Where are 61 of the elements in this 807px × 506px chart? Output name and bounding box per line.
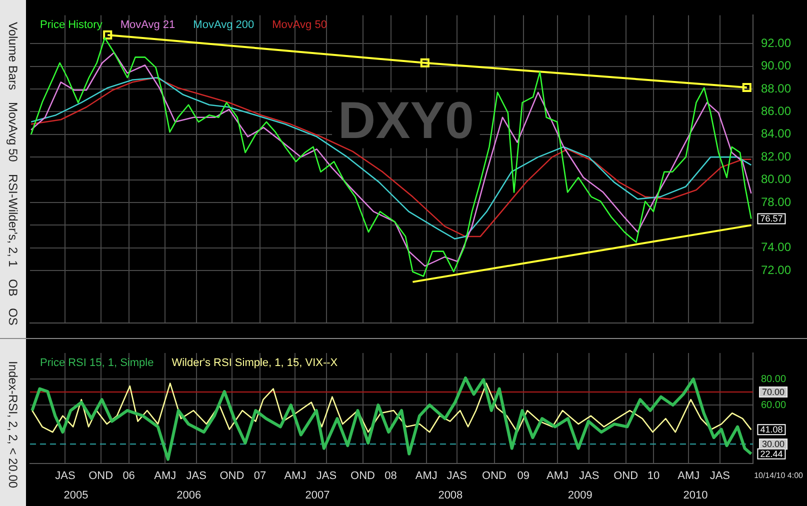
- x-tick-label: 10: [647, 470, 660, 482]
- text: DXY0: [338, 92, 474, 150]
- x2-tick-label: 2007: [305, 489, 330, 502]
- x-tick-label: AMJ: [284, 470, 306, 482]
- series-label: Price RSI 15, 1, Simple: [40, 357, 154, 370]
- x-tick-label: OND: [88, 470, 114, 482]
- y-tick-label: 82.00: [761, 149, 792, 164]
- y-tick-label: 92.00: [761, 36, 792, 50]
- x-tick-label: JAS: [316, 470, 337, 482]
- y-tick-label: 78.00: [761, 194, 792, 209]
- ref-line-label: 70.00: [762, 387, 785, 398]
- x2-tick-label: 2006: [176, 489, 202, 502]
- text: MovAvg 50: [6, 102, 20, 162]
- y-tick-label: 60.00: [761, 400, 786, 411]
- y-tick-label: 90.00: [761, 58, 792, 73]
- series-label: Price History: [40, 19, 103, 32]
- x-tick-label: JAS: [579, 470, 600, 482]
- point: [103, 30, 112, 40]
- annotation: 22.44: [760, 448, 783, 459]
- y-tick-label: 84.00: [761, 126, 792, 141]
- x-tick-label: 06: [122, 470, 135, 482]
- x2-tick-label: 2008: [438, 489, 463, 502]
- x-tick-label: AMJ: [546, 470, 569, 482]
- series-label: Wilder's RSI Simple, 1, 15, VIX--X: [172, 357, 338, 370]
- text: 10/14/10 4:00: [754, 471, 803, 480]
- x-tick-label: JAS: [710, 470, 730, 482]
- text: RSI-Wilder's, 2, 1: [6, 174, 20, 267]
- x-tick-label: OND: [614, 470, 638, 482]
- x-tick-label: OND: [350, 470, 376, 482]
- y-tick-label: 72.00: [761, 262, 792, 277]
- text: MovAvg 200: [193, 19, 254, 32]
- ref-line-label: 30.00: [762, 439, 785, 450]
- x-tick-label: AMJ: [678, 470, 700, 482]
- x2-tick-label: 2005: [64, 489, 88, 502]
- y-tick-label: 88.00: [761, 81, 792, 96]
- text: OS: [6, 308, 20, 326]
- x-tick-label: JAS: [446, 470, 467, 482]
- x-tick-label: OND: [220, 470, 244, 482]
- x-tick-label: 07: [254, 470, 266, 482]
- point: [420, 58, 430, 68]
- point: [742, 82, 752, 92]
- text: MovAvg 50: [272, 19, 327, 32]
- y-tick-label: 86.00: [761, 104, 792, 118]
- y-tick-label: 80.00: [761, 374, 786, 385]
- x-tick-label: JAS: [55, 470, 76, 482]
- text: MovAvg 21: [120, 19, 176, 32]
- annotation: 41.08: [760, 424, 783, 435]
- x-tick-label: JAS: [186, 470, 206, 482]
- x-tick-label: OND: [482, 470, 507, 482]
- text: Index-RSI, 2, 2, < 20.00: [6, 361, 20, 488]
- x-tick-label: AMJ: [415, 470, 438, 482]
- annotation: 76.57: [760, 214, 783, 224]
- y-tick-label: 74.00: [761, 240, 792, 254]
- x-tick-label: 09: [517, 470, 530, 482]
- x-tick-label: AMJ: [154, 470, 176, 482]
- x2-tick-label: 2010: [683, 489, 708, 502]
- text: OB: [6, 278, 20, 296]
- x-tick-label: 08: [384, 470, 397, 482]
- text: Volume Bars: [6, 22, 20, 90]
- x2-tick-label: 2009: [568, 489, 592, 502]
- y-tick-label: 80.00: [761, 172, 792, 186]
